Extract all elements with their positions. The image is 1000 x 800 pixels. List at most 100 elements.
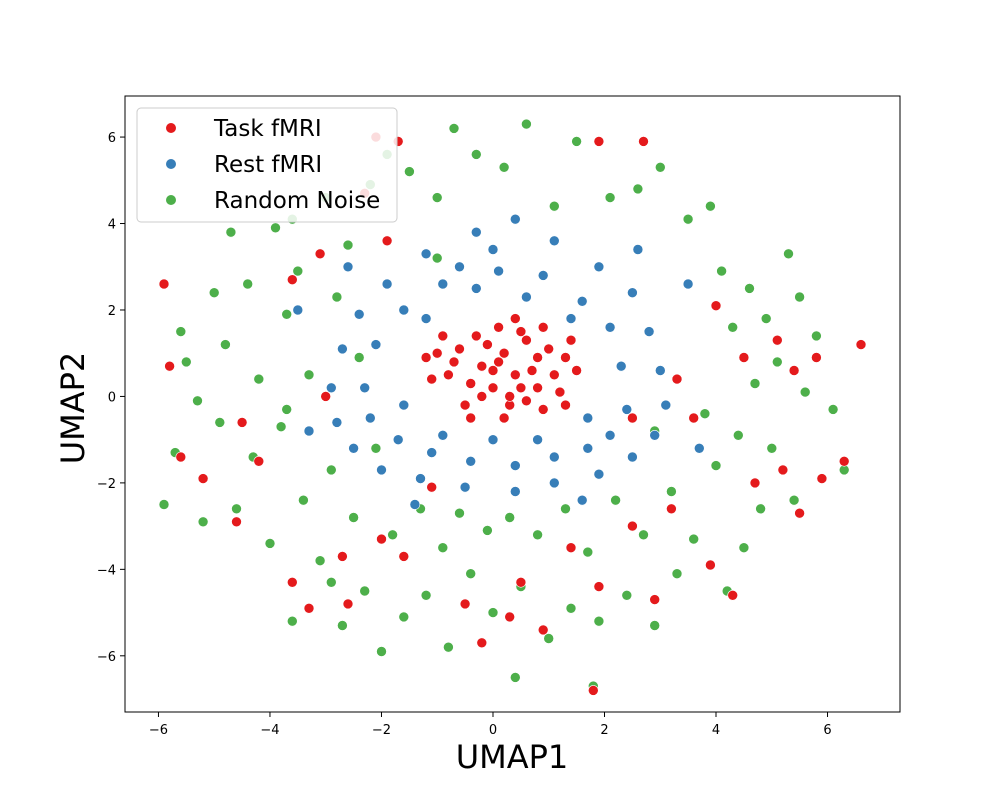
point-task-fmri-76 xyxy=(688,412,700,424)
point-random-noise-86 xyxy=(794,291,805,303)
point-task-fmri-17 xyxy=(526,365,538,376)
point-task-fmri-1 xyxy=(498,347,510,359)
point-task-fmri-36 xyxy=(420,352,432,363)
legend-label-rest: Rest fMRI xyxy=(214,152,322,178)
point-rest-fmri-12 xyxy=(660,399,672,411)
point-rest-fmri-41 xyxy=(470,283,482,294)
point-task-fmri-15 xyxy=(537,404,549,415)
point-rest-fmri-13 xyxy=(331,417,343,428)
point-rest-fmri-5 xyxy=(381,278,393,290)
point-random-noise-5 xyxy=(208,287,220,299)
point-task-fmri-2 xyxy=(465,378,477,389)
point-random-noise-47 xyxy=(498,162,510,173)
point-rest-fmri-29 xyxy=(370,339,382,350)
point-rest-fmri-0 xyxy=(509,213,521,225)
point-random-noise-41 xyxy=(448,123,460,134)
point-random-noise-12 xyxy=(264,538,276,549)
point-task-fmri-77 xyxy=(671,373,683,385)
point-task-fmri-85 xyxy=(236,417,248,428)
point-task-fmri-46 xyxy=(303,602,315,614)
legend-marker-rest xyxy=(166,159,176,169)
point-task-fmri-7 xyxy=(548,369,560,381)
point-random-noise-97 xyxy=(431,252,443,264)
point-random-noise-68 xyxy=(682,213,694,225)
point-random-noise-34 xyxy=(398,611,410,623)
point-task-fmri-32 xyxy=(504,391,516,402)
point-rest-fmri-56 xyxy=(493,265,504,277)
point-rest-fmri-4 xyxy=(593,261,605,273)
point-rest-fmri-39 xyxy=(465,455,477,467)
point-task-fmri-14 xyxy=(509,369,521,381)
point-task-fmri-50 xyxy=(398,551,410,562)
y-tick-label: 4 xyxy=(108,218,116,233)
legend-label-noise: Random Noise xyxy=(214,188,380,214)
point-task-fmri-58 xyxy=(593,581,605,592)
point-random-noise-82 xyxy=(766,442,778,454)
point-task-fmri-44 xyxy=(253,455,265,467)
point-task-fmri-45 xyxy=(286,576,298,588)
point-rest-fmri-18 xyxy=(593,468,605,480)
point-task-fmri-24 xyxy=(498,412,510,424)
point-rest-fmri-51 xyxy=(303,425,315,437)
point-random-noise-8 xyxy=(231,503,242,515)
point-random-noise-38 xyxy=(431,192,443,203)
x-tick-label: −6 xyxy=(149,723,168,738)
x-tick-label: 4 xyxy=(712,723,720,738)
y-tick-label: −2 xyxy=(97,477,116,492)
point-rest-fmri-24 xyxy=(537,270,549,281)
point-task-fmri-49 xyxy=(376,533,387,545)
y-axis-label: UMAP2 xyxy=(54,352,92,465)
point-task-fmri-10 xyxy=(521,334,532,346)
point-task-fmri-8 xyxy=(443,369,454,381)
point-task-fmri-57 xyxy=(565,542,577,554)
point-random-noise-27 xyxy=(353,352,365,363)
point-random-noise-19 xyxy=(303,369,315,381)
point-task-fmri-72 xyxy=(788,365,800,376)
point-random-noise-9 xyxy=(242,278,253,290)
point-rest-fmri-45 xyxy=(398,399,410,411)
point-task-fmri-51 xyxy=(426,481,438,493)
point-random-noise-67 xyxy=(671,568,683,580)
point-rest-fmri-47 xyxy=(437,429,449,441)
x-axis-label: UMAP1 xyxy=(456,738,569,776)
point-task-fmri-60 xyxy=(627,520,638,532)
point-random-noise-51 xyxy=(532,529,543,541)
point-task-fmri-54 xyxy=(504,611,516,623)
point-task-fmri-65 xyxy=(749,477,761,489)
point-rest-fmri-27 xyxy=(398,304,410,316)
point-task-fmri-55 xyxy=(515,576,527,588)
point-random-noise-70 xyxy=(699,408,711,420)
point-task-fmri-30 xyxy=(543,343,555,355)
point-random-noise-89 xyxy=(827,404,839,415)
point-task-fmri-16 xyxy=(470,330,482,342)
point-random-noise-20 xyxy=(314,555,326,567)
point-rest-fmri-34 xyxy=(604,429,616,441)
point-rest-fmri-15 xyxy=(348,442,359,454)
point-rest-fmri-11 xyxy=(325,382,337,394)
point-rest-fmri-50 xyxy=(292,304,304,316)
point-random-noise-4 xyxy=(197,516,209,528)
point-random-noise-23 xyxy=(331,291,343,303)
point-rest-fmri-59 xyxy=(342,261,354,273)
point-rest-fmri-17 xyxy=(376,464,387,476)
point-rest-fmri-6 xyxy=(627,287,638,299)
point-rest-fmri-54 xyxy=(409,499,421,510)
point-task-fmri-59 xyxy=(587,685,599,696)
legend-box xyxy=(136,107,398,223)
point-random-noise-22 xyxy=(325,464,337,476)
point-task-fmri-86 xyxy=(320,391,332,402)
point-task-fmri-87 xyxy=(197,473,209,484)
point-rest-fmri-36 xyxy=(582,442,594,454)
point-random-noise-15 xyxy=(281,308,293,320)
point-rest-fmri-40 xyxy=(509,460,521,471)
point-random-noise-87 xyxy=(799,386,811,398)
point-task-fmri-56 xyxy=(537,624,549,636)
point-random-noise-63 xyxy=(638,529,649,541)
point-task-fmri-69 xyxy=(838,455,850,467)
points-layer xyxy=(158,118,867,696)
point-random-noise-85 xyxy=(788,494,800,506)
point-task-fmri-22 xyxy=(426,373,438,385)
point-task-fmri-78 xyxy=(627,412,638,424)
point-random-noise-48 xyxy=(504,512,516,523)
